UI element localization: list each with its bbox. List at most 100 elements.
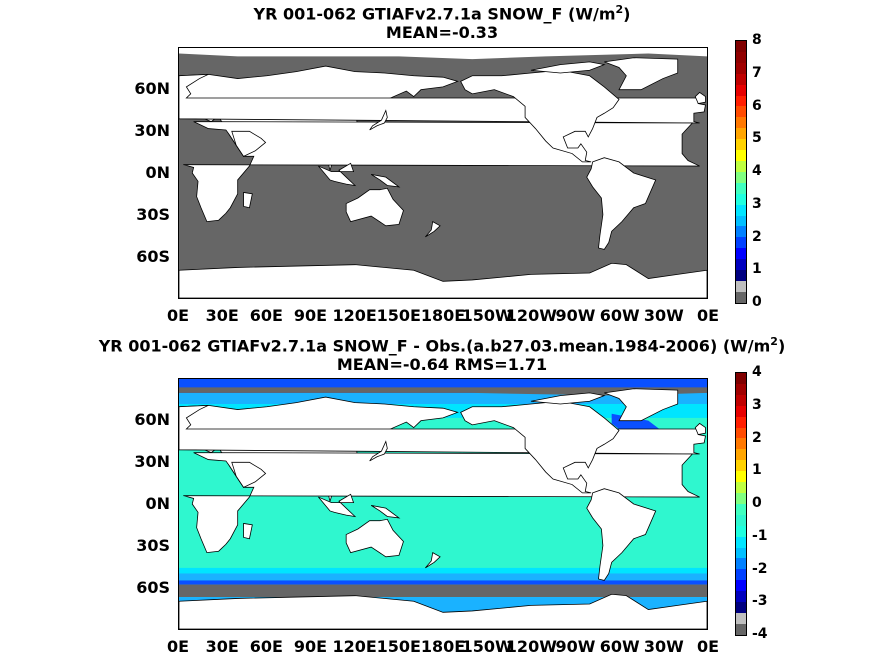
land-australia	[345, 187, 404, 227]
colorbar-segment	[736, 51, 746, 63]
colorbar-segment	[736, 171, 746, 183]
colorbar-segment	[736, 95, 746, 107]
land-newZealand	[425, 220, 441, 238]
land-africa	[183, 452, 700, 554]
chart-1-xtick-label: 150W	[461, 306, 513, 325]
colorbar-segment	[736, 580, 746, 592]
land-arcticIsles	[530, 61, 606, 74]
chart-1-colorbar-tick-label: 6	[752, 97, 762, 114]
colorbar-segment	[736, 427, 746, 439]
chart-1-colorbar	[735, 40, 747, 304]
colorbar-segment	[736, 237, 746, 249]
chart-2-ytick-label: 30S	[136, 536, 170, 555]
colorbar-segment	[736, 84, 746, 96]
colorbar-segment	[736, 291, 746, 303]
chart-2-xtick-label: 0E	[696, 637, 720, 656]
colorbar-segment	[736, 623, 746, 635]
chart-2-colorbar-tick-label: 2	[752, 429, 762, 446]
chart-2-colorbar-tick-label: -3	[752, 593, 768, 610]
colorbar-segment	[736, 547, 746, 559]
colorbar-segment	[736, 139, 746, 151]
land-antarctica	[179, 593, 707, 629]
colorbar-segment	[736, 438, 746, 450]
chart-1-ytick-label: 30S	[136, 205, 170, 224]
colorbar-segment	[736, 471, 746, 483]
chart-1-title-text: YR 001-062 GTIAFv2.7.1a SNOW_F (W/m	[253, 4, 616, 24]
chart-1-colorbar-tick-label: 1	[752, 261, 762, 278]
colorbar-segment	[736, 215, 746, 227]
chart-1-xtick-label: 90W	[555, 306, 596, 325]
chart-1-xtick-label: 60E	[249, 306, 283, 325]
land-indonesia	[318, 162, 357, 187]
chart-1-title: YR 001-062 GTIAFv2.7.1a SNOW_F (W/m2)	[0, 0, 884, 23]
colorbar-segment	[736, 405, 746, 417]
chart-2-colorbar-tick-label: 1	[752, 462, 762, 479]
land-southAmerica	[586, 488, 657, 581]
chart-1-xtick-label: 0E	[696, 306, 720, 325]
land-arabia	[231, 461, 267, 488]
colorbar-segment	[736, 280, 746, 292]
colorbar-segment	[736, 591, 746, 603]
land-africa	[183, 121, 700, 223]
land-northAmerica	[460, 400, 620, 494]
colorbar-segment	[736, 569, 746, 581]
land-madagascar	[243, 191, 253, 209]
chart-2-band-blue-south	[179, 580, 707, 585]
colorbar-segment	[736, 150, 746, 161]
chart-2-title-text: YR 001-062 GTIAFv2.7.1a SNOW_F - Obs.(a.…	[98, 336, 771, 356]
chart-1-xtick-label: 30W	[643, 306, 684, 325]
land-uk	[694, 91, 706, 105]
chart-1-title-end: )	[623, 4, 631, 24]
land-australia	[345, 518, 404, 558]
chart-2-xtick-label: 120W	[505, 637, 557, 656]
chart-1-colorbar-tick-label: 0	[752, 294, 762, 310]
chart-2-band-cyan-south	[179, 567, 707, 574]
chart-1-ytick-label: 0N	[145, 163, 170, 182]
chart-2-title-end: )	[777, 336, 786, 356]
chart-2-colorbar-tick-label: -1	[752, 527, 768, 544]
chart-1-ytick-label: 60N	[134, 79, 170, 98]
colorbar-segment	[736, 394, 746, 406]
colorbar-segment	[736, 612, 746, 624]
chart-1-xtick-label: 120E	[332, 306, 377, 325]
chart-2-title: YR 001-062 GTIAFv2.7.1a SNOW_F - Obs.(a.…	[0, 332, 884, 355]
chart-1-colorbar-tick-label: 3	[752, 195, 762, 212]
land-antarctica	[179, 262, 707, 298]
colorbar-segment	[736, 106, 746, 118]
chart-2-ytick-label: 60N	[134, 410, 170, 429]
chart-2-xtick-label: 0E	[166, 637, 190, 656]
chart-2-title-sup: 2	[770, 335, 778, 348]
chart-1-colorbar-tick-label: 4	[752, 163, 762, 179]
chart-1-ytick-label: 60S	[136, 247, 170, 266]
land-newGuinea	[370, 173, 401, 188]
chart-2-subtitle: MEAN=-0.64 RMS=1.71	[336, 355, 548, 374]
chart-2-colorbar-tick-label: -2	[752, 560, 768, 577]
land-greenland	[604, 388, 679, 422]
colorbar-segment	[736, 160, 746, 172]
land-greenland	[604, 57, 679, 91]
chart-2-ytick-label: 0N	[145, 494, 170, 513]
colorbar-segment	[736, 536, 746, 548]
chart-2-colorbar-tick-label: 4	[752, 364, 762, 380]
land-uk	[694, 422, 706, 436]
chart-2-colorbar-tick-label: -4	[752, 626, 768, 642]
colorbar-segment	[736, 373, 746, 384]
colorbar-segment	[736, 416, 746, 428]
chart-1-arctic-white	[179, 48, 707, 60]
chart-1-map-svg	[179, 48, 707, 298]
chart-1-subtitle: MEAN=-0.33	[385, 23, 499, 42]
chart-2-xtick-label: 30W	[643, 637, 684, 656]
colorbar-segment	[736, 492, 746, 504]
colorbar-segment	[736, 117, 746, 129]
chart-2-xtick-label: 60W	[599, 637, 640, 656]
colorbar-segment	[736, 226, 746, 238]
land-newGuinea	[370, 504, 401, 519]
chart-2-ytick-label: 60S	[136, 578, 170, 597]
colorbar-segment	[736, 62, 746, 74]
land-japan	[369, 440, 388, 462]
chart-1-xtick-label: 30E	[205, 306, 239, 325]
chart-2-xtick-label: 90E	[293, 637, 328, 656]
land-japan	[369, 109, 388, 131]
colorbar-segment	[736, 449, 746, 461]
chart-1-xtick-label: 60W	[599, 306, 640, 325]
